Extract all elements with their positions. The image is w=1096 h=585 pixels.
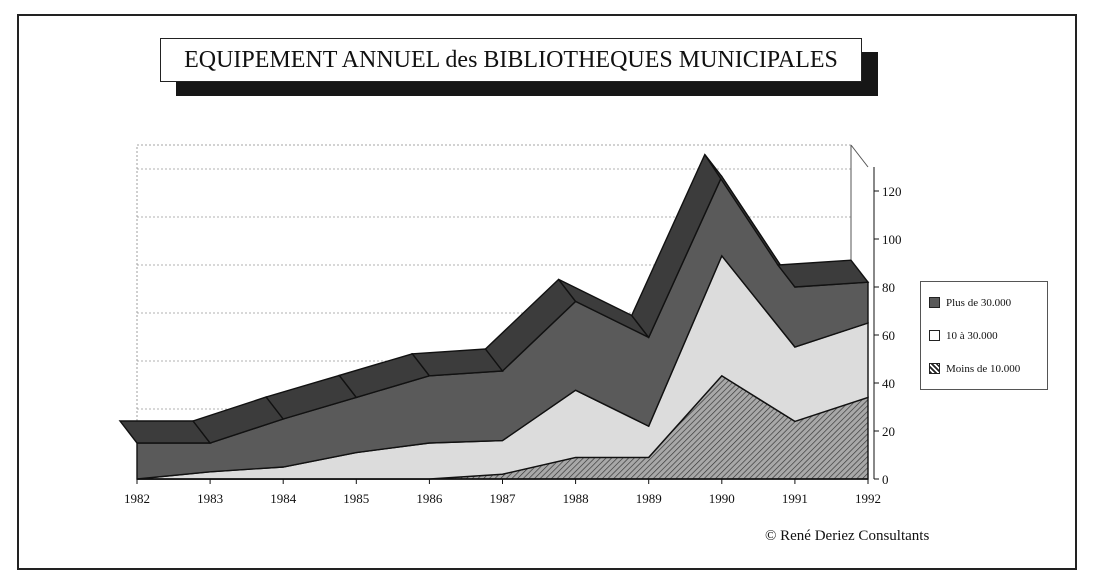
- legend-swatch: [929, 330, 940, 341]
- x-tick-label: 1985: [343, 491, 369, 506]
- x-tick-label: 1983: [197, 491, 223, 506]
- series-top-face: [776, 259, 870, 288]
- x-tick-label: 1986: [416, 491, 443, 506]
- y-tick-label: 40: [882, 376, 895, 391]
- legend-swatch: [929, 297, 940, 308]
- x-tick-label: 1992: [855, 491, 881, 506]
- y-tick-label: 80: [882, 280, 895, 295]
- legend-item-plus-30000: Plus de 30.000: [929, 286, 1039, 319]
- x-tick-label: 1990: [709, 491, 735, 506]
- legend-label: Plus de 30.000: [946, 296, 1012, 309]
- legend-item-moins-10000: Moins de 10.000: [929, 352, 1039, 385]
- y-tick-label: 120: [882, 184, 902, 199]
- depth-edge: [850, 144, 869, 168]
- chart-legend: Plus de 30.000 10 à 30.000 Moins de 10.0…: [920, 281, 1048, 390]
- y-tick-label: 0: [882, 472, 889, 487]
- copyright-credit: © René Deriez Consultants: [765, 528, 930, 544]
- x-tick-label: 1984: [270, 491, 297, 506]
- x-tick-label: 1987: [490, 491, 517, 506]
- legend-label: Moins de 10.000: [946, 362, 1021, 375]
- x-tick-label: 1982: [124, 491, 150, 506]
- y-tick-label: 60: [882, 328, 895, 343]
- legend-swatch: [929, 363, 940, 374]
- x-tick-label: 1989: [636, 491, 662, 506]
- chart-title: EQUIPEMENT ANNUEL des BIBLIOTHEQUES MUNI…: [160, 38, 862, 82]
- x-tick-label: 1991: [782, 491, 808, 506]
- y-tick-label: 100: [882, 232, 902, 247]
- x-tick-label: 1988: [563, 491, 589, 506]
- y-tick-label: 20: [882, 424, 895, 439]
- legend-item-10-30000: 10 à 30.000: [929, 319, 1039, 352]
- legend-label: 10 à 30.000: [946, 329, 998, 342]
